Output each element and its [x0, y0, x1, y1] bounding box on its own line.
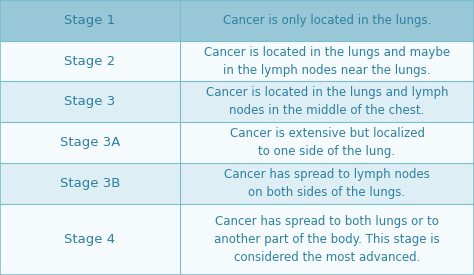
Text: Cancer has spread to lymph nodes
on both sides of the lungs.: Cancer has spread to lymph nodes on both… [224, 168, 430, 199]
Text: Stage 3: Stage 3 [64, 95, 116, 108]
Text: Stage 4: Stage 4 [64, 233, 116, 246]
Text: Cancer is located in the lungs and maybe
in the lymph nodes near the lungs.: Cancer is located in the lungs and maybe… [204, 46, 450, 76]
Bar [180, 163, 474, 204]
Text: Cancer is extensive but localized
to one side of the lung.: Cancer is extensive but localized to one… [229, 127, 425, 158]
Text: Cancer is only located in the lungs.: Cancer is only located in the lungs. [223, 14, 431, 27]
Bar [0, 163, 180, 204]
Text: Cancer has spread to both lungs or to
another part of the body. This stage is
co: Cancer has spread to both lungs or to an… [214, 215, 440, 264]
Text: Stage 1: Stage 1 [64, 14, 116, 27]
Bar [0, 0, 180, 41]
Bar [180, 41, 474, 81]
Bar [0, 122, 180, 163]
Bar [180, 81, 474, 122]
Bar [0, 204, 180, 275]
Text: Stage 3B: Stage 3B [60, 177, 120, 190]
Bar [180, 0, 474, 41]
Text: Cancer is located in the lungs and lymph
nodes in the middle of the chest.: Cancer is located in the lungs and lymph… [206, 86, 448, 117]
Bar [180, 122, 474, 163]
Bar [0, 81, 180, 122]
Text: Stage 2: Stage 2 [64, 54, 116, 68]
Bar [0, 41, 180, 81]
Text: Stage 3A: Stage 3A [60, 136, 120, 149]
Bar [180, 204, 474, 275]
